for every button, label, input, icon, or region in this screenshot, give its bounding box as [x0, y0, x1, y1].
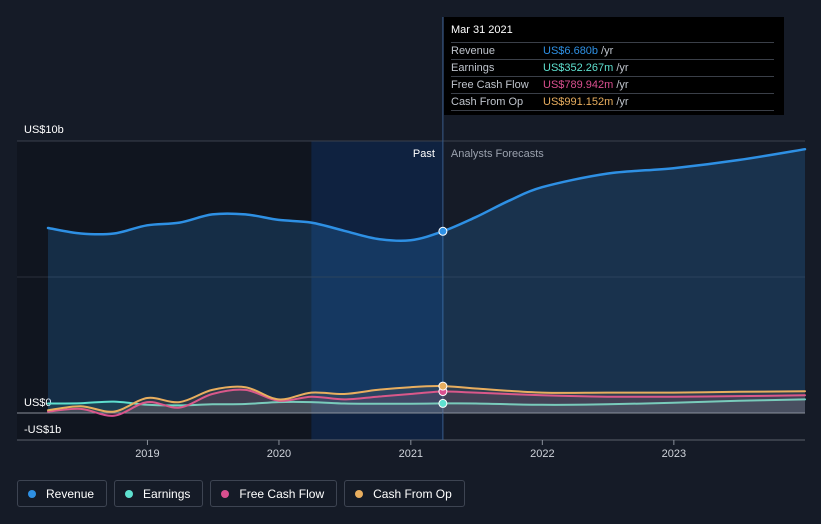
tooltip-label: Earnings — [451, 62, 495, 74]
legend-item-earnings[interactable]: Earnings — [114, 480, 204, 507]
y-axis-label-zero: US$0 — [24, 397, 52, 409]
tooltip-value: US$991.152m — [543, 96, 614, 108]
tooltip-value: US$352.267m — [543, 62, 614, 74]
tooltip-value: US$789.942m — [543, 79, 614, 91]
legend-label: Earnings — [143, 486, 191, 501]
series-area-free-cash-flow — [48, 389, 805, 416]
legend: Revenue Earnings Free Cash Flow Cash Fro… — [17, 480, 465, 509]
legend-dot-icon — [221, 489, 230, 498]
tooltip-unit: /yr — [616, 79, 629, 91]
x-tick-label: 2020 — [267, 448, 291, 460]
legend-item-cash-from-op[interactable]: Cash From Op — [344, 480, 465, 507]
x-tick-label: 2021 — [399, 448, 423, 460]
tooltip-row-earnings: Earnings US$352.267m /yr — [451, 59, 774, 76]
legend-label: Revenue — [46, 486, 95, 501]
series-area-revenue — [48, 149, 805, 413]
series-line-cash-from-op — [47, 385, 806, 413]
series-area-earnings — [48, 399, 805, 413]
tooltip-unit: /yr — [601, 45, 614, 57]
tooltip-label: Free Cash Flow — [451, 79, 529, 91]
legend-label: Cash From Op — [373, 486, 452, 501]
tooltip: Mar 31 2021 Revenue US$6.680b /yr Earnin… — [444, 17, 784, 115]
tooltip-unit: /yr — [616, 96, 629, 108]
x-tick-label: 2022 — [530, 448, 554, 460]
legend-label: Free Cash Flow — [239, 486, 325, 501]
tooltip-row-free-cash-flow: Free Cash Flow US$789.942m /yr — [451, 76, 774, 93]
marker-revenue — [438, 226, 448, 236]
y-axis-label-bottom: -US$1b — [24, 424, 61, 436]
x-tick-label: 2023 — [662, 448, 686, 460]
tooltip-row-revenue: Revenue US$6.680b /yr — [451, 42, 774, 59]
marker-cash-from-op — [438, 381, 448, 391]
forecast-label: Analysts Forecasts — [451, 148, 544, 160]
tooltip-label: Cash From Op — [451, 96, 524, 108]
legend-dot-icon — [125, 489, 134, 498]
past-label: Past — [413, 148, 435, 160]
tooltip-unit: /yr — [616, 62, 629, 74]
tooltip-row-cash-from-op: Cash From Op US$991.152m /yr — [451, 93, 774, 111]
tooltip-label: Revenue — [451, 45, 496, 57]
series-line-earnings — [47, 398, 806, 407]
tooltip-value: US$6.680b — [543, 45, 599, 57]
legend-item-revenue[interactable]: Revenue — [17, 480, 108, 507]
series-line-free-cash-flow — [47, 388, 806, 417]
series-line-revenue — [46, 147, 807, 243]
legend-dot-icon — [28, 489, 36, 498]
chart-area: US$10b US$0 -US$1b Past Analysts Forecasts 20… — [17, 17, 807, 460]
legend-dot-icon — [355, 489, 364, 498]
legend-item-free-cash-flow[interactable]: Free Cash Flow — [210, 480, 338, 507]
marker-earnings — [438, 398, 448, 408]
y-axis-label-top: US$10b — [24, 124, 64, 136]
x-tick-label: 2019 — [135, 448, 159, 460]
tooltip-date: Mar 31 2021 — [451, 24, 513, 36]
